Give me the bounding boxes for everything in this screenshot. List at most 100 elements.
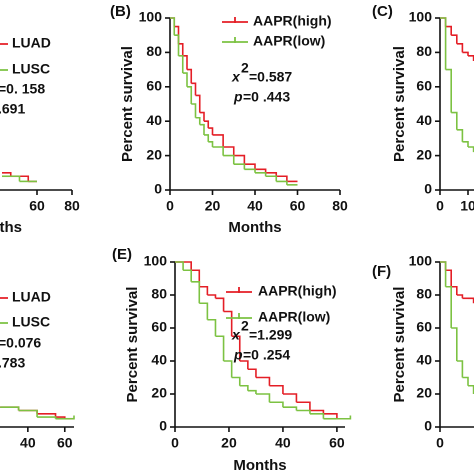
survival-step <box>276 175 288 182</box>
y-tick-label: 40 <box>146 112 162 128</box>
survival-step <box>191 103 197 118</box>
survival-step <box>223 360 233 378</box>
survival-step <box>199 285 209 295</box>
survival-step <box>296 409 311 414</box>
survival-step <box>182 55 188 70</box>
survival-step <box>451 285 458 295</box>
survival-step <box>231 376 241 386</box>
survival-step <box>451 111 458 130</box>
y-tick-label: 100 <box>144 253 168 269</box>
survival-step <box>255 172 267 177</box>
legend-label: LUAD <box>12 35 51 51</box>
legend-label: AAPR(low) <box>258 309 330 325</box>
survival-step <box>208 141 214 147</box>
survival-step <box>456 360 464 378</box>
panel-label: (B) <box>110 3 131 20</box>
p-symbol: p <box>233 89 243 105</box>
survival-step <box>247 389 257 394</box>
panel-label: (F) <box>372 263 391 280</box>
survival-step <box>255 393 271 403</box>
survival-step <box>199 302 209 320</box>
y-tick-label: 40 <box>151 352 167 368</box>
survival-step <box>199 111 205 122</box>
survival-step <box>336 415 352 420</box>
y-tick-label: 0 <box>424 418 432 434</box>
survival-step <box>207 318 217 337</box>
x-tick-label: 60 <box>57 435 73 451</box>
survival-step <box>208 127 214 135</box>
survival-step <box>233 154 246 165</box>
survival-step <box>244 168 256 173</box>
survival-step <box>19 175 30 182</box>
survival-step <box>64 415 75 420</box>
survival-step <box>255 168 267 173</box>
survival-step <box>204 134 210 142</box>
survival-step <box>223 154 235 165</box>
survival-step <box>191 82 197 96</box>
y-axis-title: Percent survival <box>391 46 408 162</box>
survival-step <box>309 409 325 414</box>
survival-step <box>223 146 235 156</box>
survival-step <box>239 384 249 391</box>
survival-step <box>269 384 284 394</box>
survival-step <box>170 17 176 36</box>
survival-step <box>212 146 224 156</box>
y-tick-label: 60 <box>146 78 162 94</box>
stat-symbol: x <box>231 69 241 85</box>
survival-step <box>462 141 469 147</box>
y-tick-label: 60 <box>416 319 432 335</box>
survival-step <box>445 269 452 287</box>
x-axis-title: Months <box>228 219 281 236</box>
legend-label: AAPR(high) <box>258 283 337 299</box>
y-tick-label: 100 <box>139 9 163 25</box>
survival-step <box>445 25 452 36</box>
x-tick-label: 60 <box>29 198 45 214</box>
p-value: .783 <box>0 355 25 371</box>
legend-label: AAPR(high) <box>253 13 332 29</box>
survival-step <box>207 294 217 299</box>
survival-step <box>178 55 184 74</box>
y-tick-label: 80 <box>416 286 432 302</box>
survival-step <box>456 43 464 53</box>
x-tick-label: 80 <box>64 198 80 214</box>
survival-step <box>265 175 278 182</box>
y-tick-label: 100 <box>409 9 433 25</box>
p-value: =0 .254 <box>243 347 290 363</box>
stat-value: =0. 158 <box>0 81 45 97</box>
legend-label: AAPR(low) <box>253 33 325 49</box>
survival-step <box>255 376 271 386</box>
survival-step <box>451 327 458 361</box>
survival-step <box>182 72 188 87</box>
survival-step <box>18 409 38 418</box>
legend-label: LUAD <box>12 289 51 305</box>
survival-step <box>440 17 447 70</box>
survival-step <box>175 261 184 271</box>
y-tick-label: 40 <box>416 352 432 368</box>
y-tick-label: 80 <box>151 286 167 302</box>
survival-step <box>247 368 257 378</box>
y-axis-title: Percent survival <box>124 287 141 403</box>
survival-step <box>239 360 249 370</box>
panel-label: (E) <box>112 246 132 263</box>
survival-step <box>440 261 447 271</box>
y-tick-label: 20 <box>151 385 167 401</box>
survival-step <box>191 269 201 287</box>
x-tick-label: 0 <box>171 435 179 451</box>
stat-value: =0.587 <box>249 69 292 85</box>
survival-step <box>37 413 57 418</box>
survival-step <box>468 297 474 304</box>
y-tick-label: 60 <box>151 319 167 335</box>
y-tick-label: 60 <box>416 78 432 94</box>
survival-step <box>462 51 469 56</box>
survival-step <box>440 261 447 287</box>
survival-step <box>183 269 192 282</box>
survival-step <box>468 384 474 394</box>
survival-step <box>456 129 464 142</box>
survival-step <box>187 68 193 84</box>
survival-step <box>456 294 464 299</box>
survival-step <box>199 123 205 135</box>
stat-symbol: x <box>231 327 241 343</box>
x-tick-label: 0 <box>166 198 174 214</box>
x-tick-label: 20 <box>205 198 221 214</box>
